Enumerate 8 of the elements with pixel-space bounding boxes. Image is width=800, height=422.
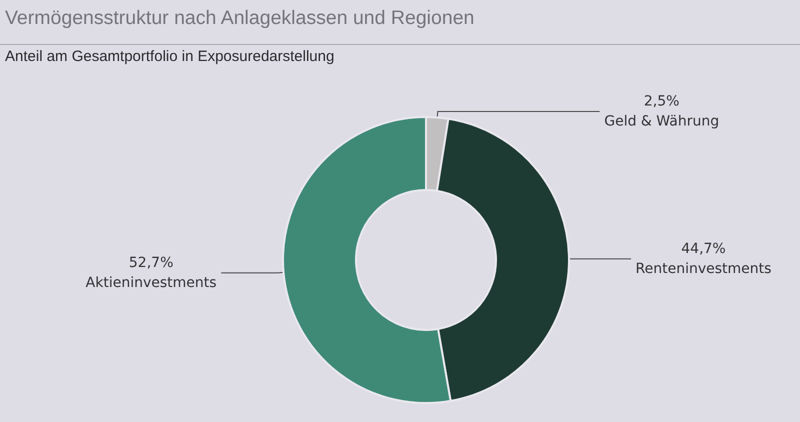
data-label: 2,5% <box>644 93 680 110</box>
slice-label: Aktieninvestments <box>86 274 217 291</box>
slice-label: Geld & Währung <box>604 113 720 130</box>
slice-label: Renteninvestments <box>636 260 772 277</box>
chart-title: Vermögensstruktur nach Anlageklassen und Regionen <box>5 7 474 30</box>
data-label: 44,7% <box>681 240 726 257</box>
data-label: 52,7% <box>128 254 174 271</box>
chart-subtitle: Anteil am Gesamtportfolio in Exposuredarstellung <box>5 48 334 65</box>
